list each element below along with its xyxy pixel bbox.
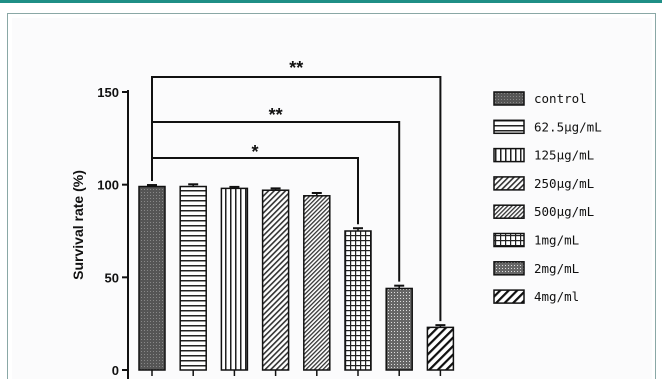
significance-brackets: ***** <box>151 58 442 322</box>
top-accent-bar <box>0 0 662 3</box>
bar-5 <box>303 195 331 371</box>
frame-right-border <box>655 13 656 379</box>
bar-2 <box>179 185 207 371</box>
legend-label: 250μg/mL <box>534 176 594 191</box>
legend-swatch <box>493 232 525 248</box>
frame-top-border <box>7 13 655 14</box>
y-axis: 0 50 100 150 <box>97 85 129 379</box>
legend-swatch <box>493 204 525 219</box>
bar-7 <box>385 287 413 371</box>
significance-label: ** <box>269 105 283 125</box>
bar-4 <box>261 189 290 371</box>
bar-1 <box>138 185 166 371</box>
legend-swatch <box>493 119 525 135</box>
figure-panel <box>12 18 652 379</box>
significance-label: ** <box>289 58 303 78</box>
legend-label: control <box>534 91 587 106</box>
bar-8 <box>426 326 455 371</box>
legend-swatch <box>493 91 525 106</box>
legend-label: 1mg/mL <box>534 233 579 248</box>
legend-swatch <box>493 261 525 276</box>
y-tick-label: 50 <box>105 270 119 285</box>
legend-label: 500μg/mL <box>534 204 594 219</box>
legend-swatch <box>493 176 525 191</box>
bar-6 <box>344 230 372 371</box>
frame-left-border <box>7 13 8 379</box>
bars-group <box>138 183 455 376</box>
legend-swatch <box>493 289 525 304</box>
legend-label: 4mg/ml <box>534 289 579 304</box>
y-tick-label: 100 <box>97 178 119 193</box>
y-tick-label: 150 <box>97 85 119 100</box>
significance-label: * <box>251 142 258 162</box>
y-tick-label: 0 <box>112 363 119 378</box>
legend-swatch <box>493 147 525 163</box>
significance-bracket <box>151 76 442 322</box>
legend: control 62.5μg/mL 125μg/mL 250μg/mL 500μg/mL… <box>493 91 602 304</box>
legend-label: 125μg/mL <box>534 148 594 163</box>
legend-label: 62.5μg/mL <box>534 119 602 134</box>
y-axis-label: Survival rate (%) <box>70 170 86 280</box>
bar-3 <box>220 187 249 371</box>
legend-label: 2mg/mL <box>534 261 579 276</box>
